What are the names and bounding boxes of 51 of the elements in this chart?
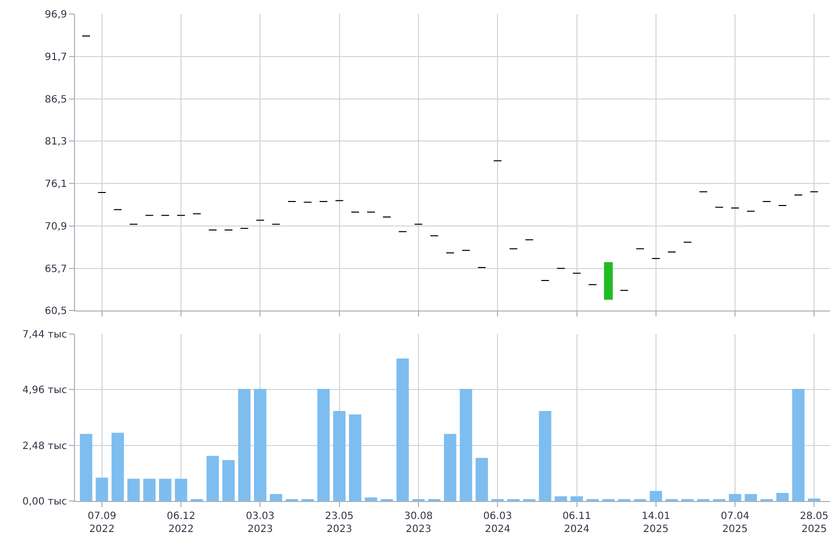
bar xyxy=(444,434,456,501)
x-tick-label: 06.11 2024 xyxy=(562,511,592,535)
bar xyxy=(143,478,156,501)
y-tick-label: 70,9 xyxy=(44,221,67,232)
x-tick-label: 28.05 2025 xyxy=(800,511,828,535)
y-tick-label: 0,00 тыс xyxy=(22,496,67,508)
bar xyxy=(96,478,108,501)
y-tick-label: 65,7 xyxy=(44,264,67,275)
y-tick-label: 91,7 xyxy=(44,52,67,63)
bar xyxy=(333,411,346,501)
y-tick-label: 60,5 xyxy=(44,306,67,318)
y-tick-label: 76,1 xyxy=(44,179,67,190)
x-tick-label: 23.05 2023 xyxy=(325,511,354,535)
candlestick xyxy=(604,262,613,300)
bar xyxy=(222,460,235,501)
bar xyxy=(776,492,789,501)
bar xyxy=(570,496,583,501)
bar xyxy=(744,494,758,501)
x-tick-label: 03.03 2023 xyxy=(246,511,275,535)
y-tick-label: 81,3 xyxy=(44,136,67,148)
bar xyxy=(127,478,140,501)
y-tick-label: 4,96 тыс xyxy=(22,385,67,396)
bar xyxy=(792,388,805,501)
y-tick-label: 86,5 xyxy=(44,94,67,106)
x-tick-label: 07.09 2022 xyxy=(88,511,116,535)
bar xyxy=(650,490,662,501)
bar xyxy=(80,434,92,501)
y-tick-label: 96,9 xyxy=(44,10,67,20)
x-tick-label: 30.08 2023 xyxy=(404,511,433,535)
x-tick-label: 07.04 2025 xyxy=(720,511,750,535)
y-tick-label: 2,48 тыс xyxy=(22,440,67,452)
bar xyxy=(174,478,188,501)
bar xyxy=(554,496,568,501)
bar xyxy=(206,456,219,501)
x-tick-label: 06.03 2024 xyxy=(483,511,512,535)
bar xyxy=(460,388,472,501)
x-tick-label: 14.01 2025 xyxy=(642,511,670,535)
bar xyxy=(238,388,251,501)
bar xyxy=(538,411,552,501)
bar xyxy=(396,358,409,501)
bar xyxy=(364,497,378,501)
bar xyxy=(112,432,124,501)
bar xyxy=(476,458,488,501)
bar xyxy=(317,388,330,501)
bar xyxy=(348,414,362,501)
bar xyxy=(728,494,742,501)
bar xyxy=(159,478,172,501)
y-tick-label: 7,44 тыс xyxy=(22,330,67,341)
x-tick-label: 06.12 2022 xyxy=(166,511,196,535)
bar xyxy=(254,388,266,501)
bar xyxy=(270,494,282,501)
